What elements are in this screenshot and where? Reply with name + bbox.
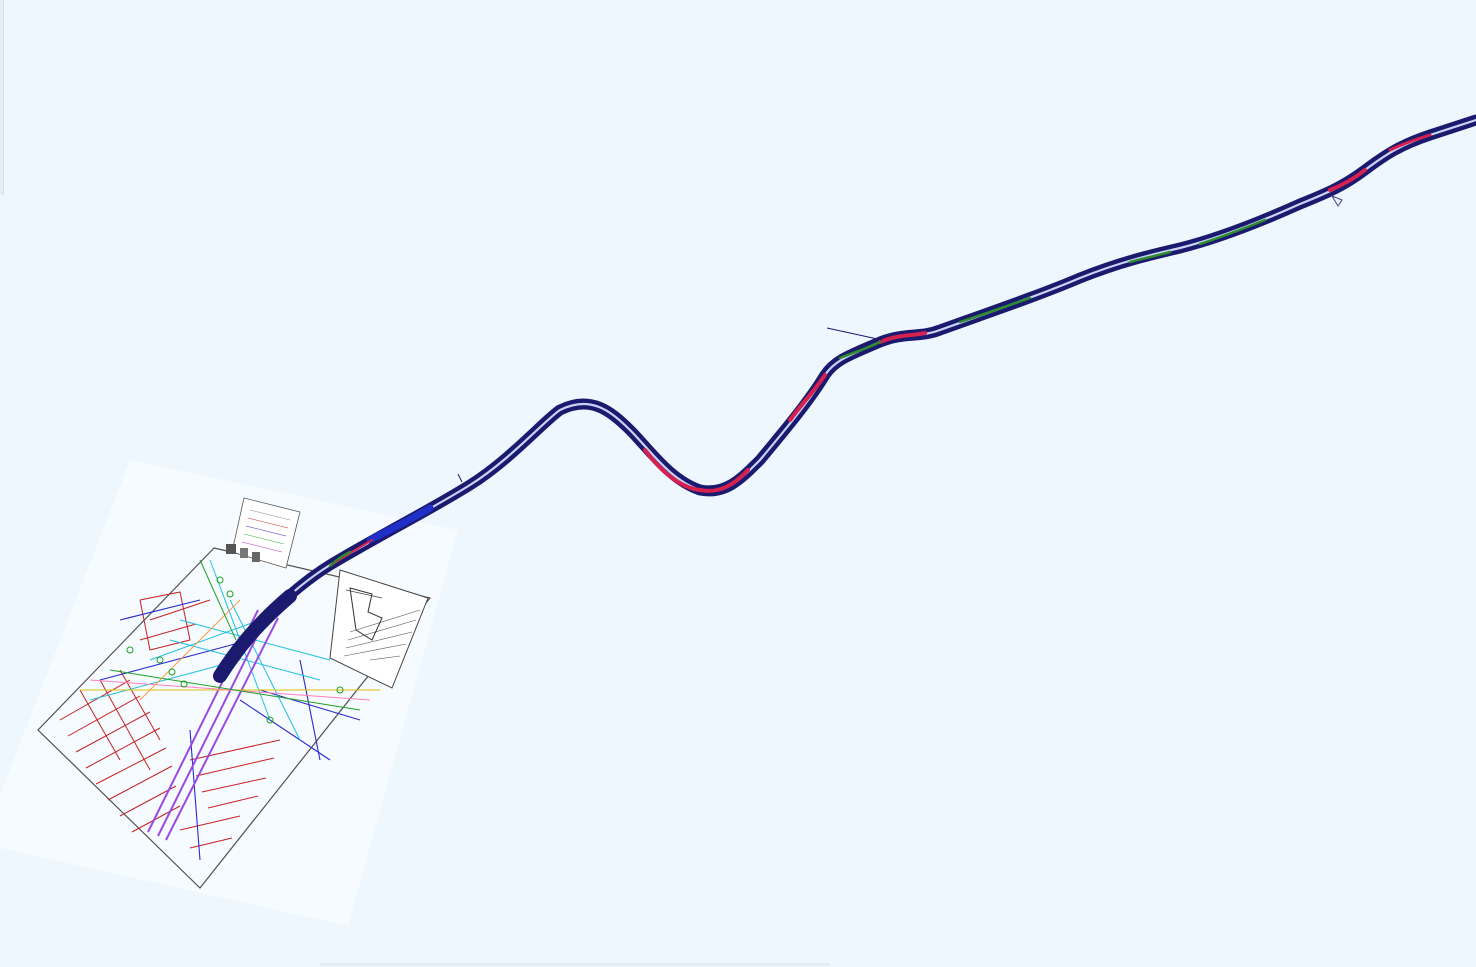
route-polyline[interactable] — [213, 114, 1476, 683]
left-panel-edge[interactable] — [0, 0, 4, 195]
route-segment-red-5[interactable] — [1388, 133, 1432, 152]
route-segment-red-2[interactable] — [788, 373, 827, 422]
route-segment-green-3[interactable] — [1128, 250, 1172, 264]
utility-lines-misc — [80, 559, 380, 711]
leader-line — [826, 327, 883, 341]
utility-lines-blue — [99, 599, 361, 861]
route-segment-red-4[interactable] — [1328, 168, 1367, 192]
drawing-sheet[interactable] — [37, 497, 432, 889]
horizontal-scrollbar[interactable] — [320, 963, 830, 966]
vertex-marker[interactable] — [1330, 194, 1343, 207]
route-segment-green-2[interactable] — [958, 296, 1032, 324]
route-segment-red-1[interactable] — [643, 448, 750, 493]
route-segment-blue[interactable] — [366, 504, 434, 544]
route-segment-green-1[interactable] — [838, 340, 882, 360]
parcel-hatching — [59, 591, 281, 849]
route-start-segment[interactable] — [213, 589, 297, 683]
route-segment-green-4[interactable] — [1198, 218, 1267, 246]
legend-block — [226, 497, 301, 569]
route-segment-green-5[interactable] — [328, 550, 352, 568]
annotation-markers — [457, 194, 1343, 483]
title-block — [329, 569, 429, 689]
route-segment-red-3[interactable] — [878, 331, 927, 344]
tree-symbols — [126, 576, 344, 724]
